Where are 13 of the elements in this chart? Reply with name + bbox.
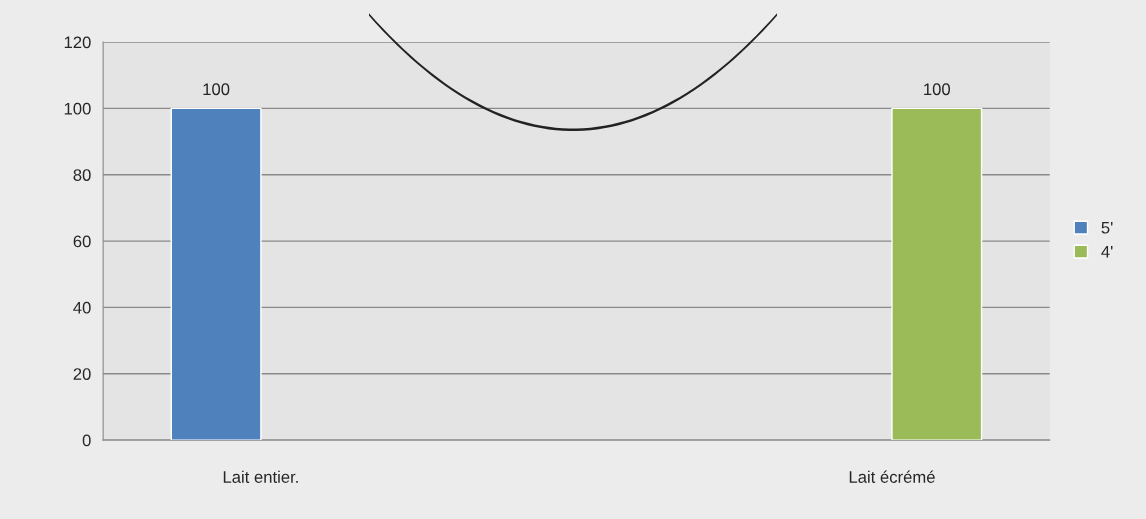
x-tick-label: Lait entier. — [223, 470, 298, 483]
y-tick-label: 120 — [64, 36, 91, 49]
y-tick-label: 20 — [73, 368, 91, 380]
y-tick-label: 60 — [73, 235, 91, 248]
legend-label: 5' — [1101, 221, 1113, 234]
data-label: 100 — [924, 83, 951, 96]
y-tick-label: 80 — [73, 169, 91, 181]
x-tick-label: Lait écrémé — [849, 470, 935, 483]
y-tick-label: 0 — [82, 434, 91, 447]
y-tick-label: 40 — [73, 301, 91, 314]
data-label: 100 — [203, 83, 230, 96]
legend-label: 4' — [1101, 245, 1113, 258]
y-tick-label: 100 — [64, 102, 91, 115]
